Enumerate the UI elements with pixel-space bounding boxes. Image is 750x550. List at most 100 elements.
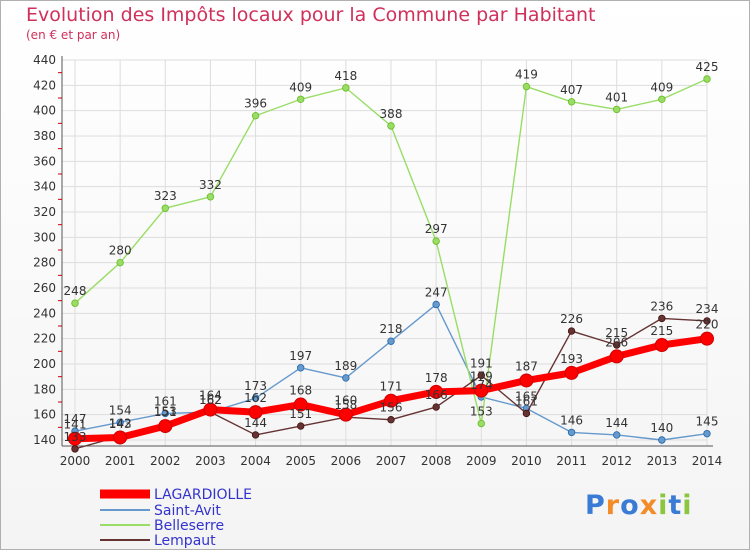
data-label: 248 bbox=[64, 284, 87, 298]
data-point bbox=[116, 418, 124, 426]
x-tick-label: 2001 bbox=[105, 454, 136, 468]
data-label: 162 bbox=[199, 393, 222, 407]
y-tick-label: 200 bbox=[33, 357, 56, 371]
data-label: 158 bbox=[334, 398, 357, 412]
data-label: 165 bbox=[515, 389, 538, 403]
data-label: 388 bbox=[380, 107, 403, 121]
data-point bbox=[251, 394, 260, 402]
x-tick-label: 2013 bbox=[647, 454, 678, 468]
data-label: 171 bbox=[380, 380, 403, 394]
data-point bbox=[203, 402, 218, 417]
data-label: 191 bbox=[470, 356, 493, 370]
chart-subtitle: (en € et par an) bbox=[26, 28, 121, 42]
data-label: 409 bbox=[289, 80, 312, 94]
data-point bbox=[432, 403, 440, 411]
y-tick-label: 240 bbox=[33, 306, 56, 320]
logo-letter: t bbox=[668, 490, 683, 521]
x-tick-label: 2003 bbox=[195, 454, 226, 468]
data-point bbox=[251, 431, 260, 439]
y-tick-label: 400 bbox=[33, 104, 56, 118]
data-label: 164 bbox=[199, 389, 222, 403]
data-label: 143 bbox=[109, 417, 132, 431]
data-point bbox=[654, 338, 669, 352]
data-point bbox=[342, 84, 350, 92]
y-tick-label: 180 bbox=[33, 382, 56, 396]
data-point bbox=[297, 95, 305, 103]
logo-letter: i bbox=[658, 490, 669, 521]
y-tick-label: 160 bbox=[33, 408, 56, 422]
data-label: 419 bbox=[515, 68, 538, 82]
data-label: 162 bbox=[244, 391, 267, 405]
data-label: 206 bbox=[605, 335, 628, 349]
data-point bbox=[248, 405, 263, 420]
data-point bbox=[522, 82, 531, 91]
data-label: 396 bbox=[244, 97, 267, 111]
legend-item-lempaut: Lempaut bbox=[100, 533, 216, 549]
data-point bbox=[658, 314, 666, 323]
chart-axes: 140 160 180 200 220 240 260 280 300 320 340 360 380 4… bbox=[33, 53, 722, 468]
data-label: 226 bbox=[560, 312, 583, 326]
legend-label: LAGARDIOLLE bbox=[154, 487, 252, 503]
data-point bbox=[429, 384, 444, 399]
x-tick-label: 2011 bbox=[556, 454, 587, 468]
data-point bbox=[113, 430, 128, 445]
data-point bbox=[293, 397, 308, 412]
data-point bbox=[567, 428, 576, 437]
x-tick-label: 2000 bbox=[60, 454, 91, 468]
data-point bbox=[658, 95, 666, 103]
x-tick-label: 2006 bbox=[331, 454, 362, 468]
legend-item-belleserre: Belleserre bbox=[100, 518, 224, 534]
logo-letter: x bbox=[639, 490, 659, 521]
data-point bbox=[384, 393, 398, 408]
data-point bbox=[206, 193, 215, 201]
data-label: 418 bbox=[334, 69, 357, 83]
data-point bbox=[703, 317, 711, 325]
chart-title: Evolution des Impôts locaux pour la Comm… bbox=[26, 4, 596, 26]
data-label: 234 bbox=[696, 302, 719, 316]
x-tick-label: 2002 bbox=[150, 454, 181, 468]
chart-series bbox=[68, 75, 714, 453]
data-label: 187 bbox=[515, 359, 538, 373]
data-point bbox=[158, 419, 173, 434]
data-point bbox=[564, 365, 579, 380]
data-point bbox=[161, 409, 169, 418]
legend-item-saint-avit: Saint-Avit bbox=[100, 503, 221, 519]
x-tick-label: 2014 bbox=[692, 454, 723, 468]
y-tick-label: 380 bbox=[33, 129, 56, 143]
data-label: 160 bbox=[334, 394, 357, 408]
data-point bbox=[297, 364, 305, 372]
data-label: 151 bbox=[289, 407, 312, 421]
data-label: 161 bbox=[154, 394, 177, 408]
data-point bbox=[613, 431, 621, 439]
logo-letter: P bbox=[585, 490, 606, 521]
data-label: 197 bbox=[289, 349, 312, 363]
x-tick-label: 2005 bbox=[285, 454, 316, 468]
y-tick-label: 260 bbox=[33, 281, 56, 295]
data-point bbox=[71, 299, 79, 307]
x-tick-label: 2010 bbox=[511, 454, 542, 468]
data-label: 144 bbox=[244, 416, 267, 430]
legend-label: Saint-Avit bbox=[154, 503, 221, 519]
logo-letter: i bbox=[682, 490, 693, 521]
data-point bbox=[567, 327, 576, 335]
data-label: 215 bbox=[650, 324, 673, 338]
data-label: 174 bbox=[470, 378, 493, 392]
data-label: 141 bbox=[64, 418, 87, 432]
legend-label: Belleserre bbox=[154, 518, 224, 534]
data-label: 161 bbox=[515, 394, 538, 408]
data-point bbox=[387, 122, 395, 130]
x-tick-label: 2012 bbox=[601, 454, 632, 468]
y-tick-label: 420 bbox=[33, 78, 56, 92]
data-point bbox=[613, 341, 621, 349]
legend-label: Lempaut bbox=[154, 533, 216, 549]
data-point bbox=[432, 300, 440, 309]
data-label: 173 bbox=[244, 379, 267, 393]
data-label: 401 bbox=[605, 90, 628, 104]
data-label: 178 bbox=[425, 371, 448, 385]
data-label: 153 bbox=[470, 405, 493, 419]
data-label: 425 bbox=[696, 60, 719, 74]
data-label: 280 bbox=[109, 244, 132, 258]
data-label: 146 bbox=[560, 413, 583, 427]
